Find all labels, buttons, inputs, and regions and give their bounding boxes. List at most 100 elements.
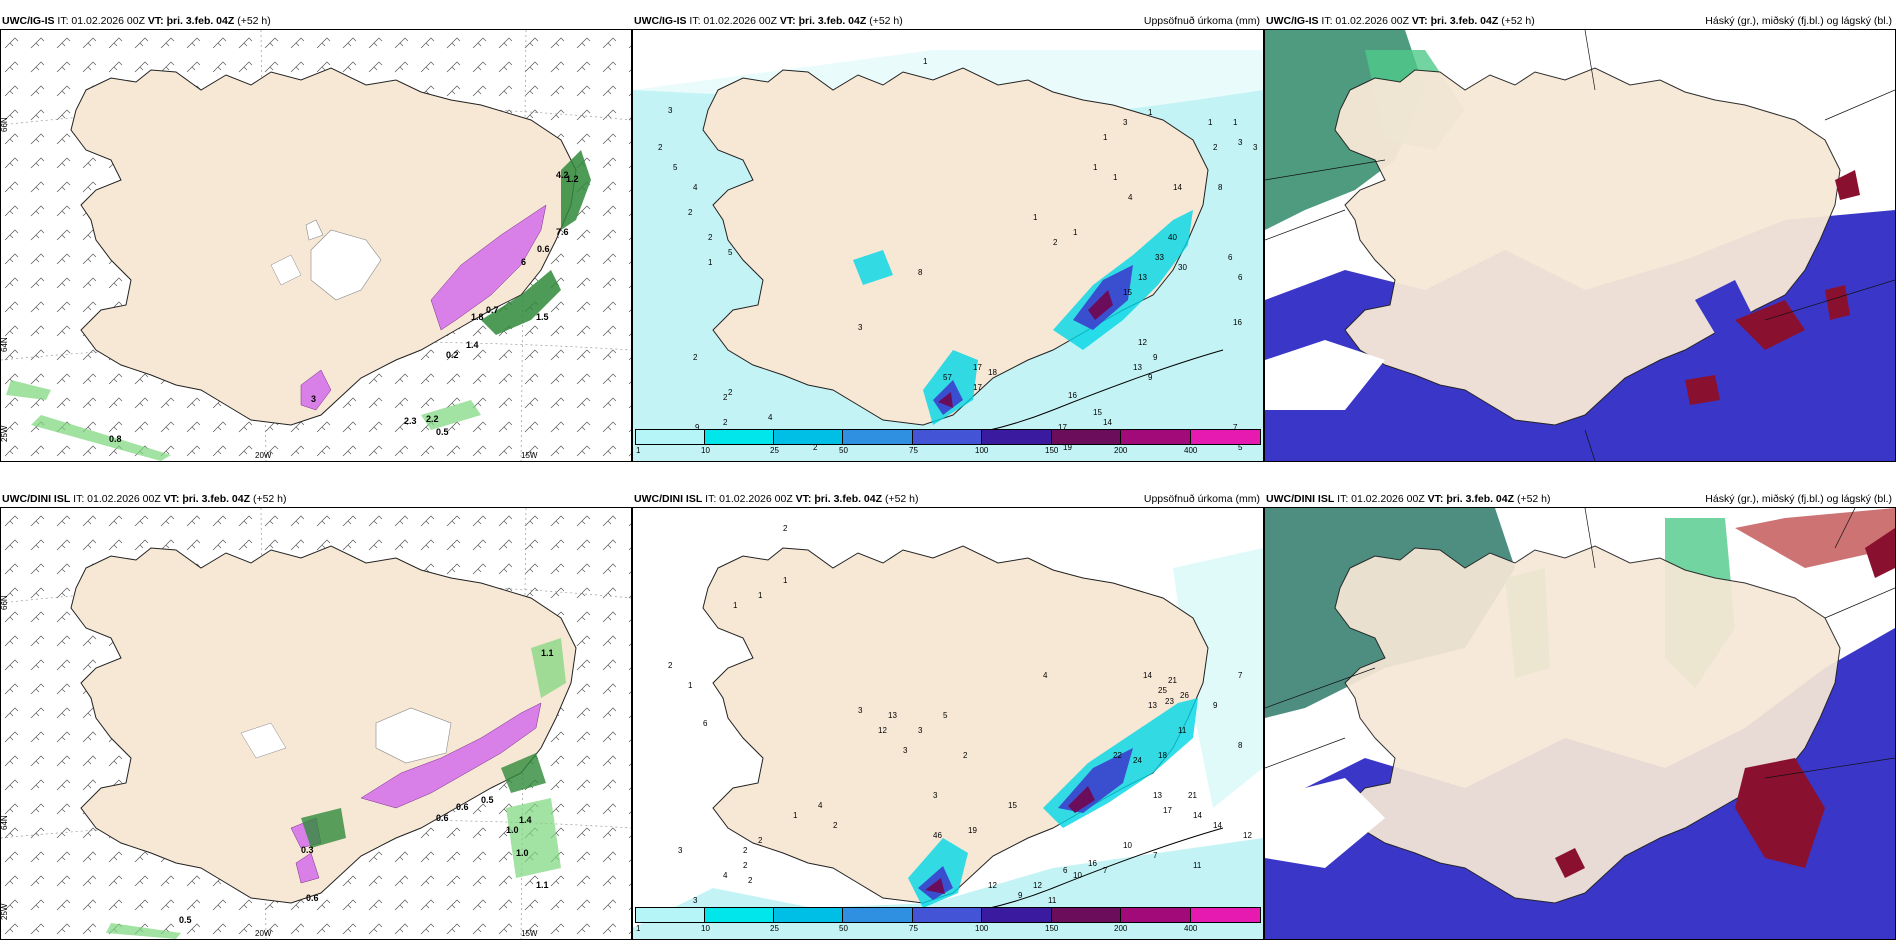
- value: 14: [1213, 821, 1222, 830]
- model-name: UWC/IG-IS: [634, 15, 687, 27]
- value: 1: [1113, 173, 1118, 182]
- label: 1.1: [536, 880, 549, 890]
- value: 4: [768, 413, 773, 422]
- lead-time: (+52 h): [252, 493, 287, 505]
- value: 3: [1123, 118, 1128, 127]
- swatch: [1052, 429, 1121, 445]
- value: 9: [1018, 891, 1023, 900]
- value: 11: [1048, 896, 1057, 905]
- value: 2: [723, 393, 728, 402]
- swatch: [635, 429, 705, 445]
- value: 6: [703, 719, 708, 728]
- swatch: [913, 429, 982, 445]
- panel-header: UWC/DINI ISL IT: 01.02.2026 00Z VT: þri.…: [2, 493, 287, 505]
- panel-ig-is-wind: UWC/IG-IS IT: 01.02.2026 00Z VT: þri. 3.…: [0, 15, 632, 462]
- value: 9: [695, 423, 700, 432]
- value: 10: [1123, 841, 1132, 850]
- valid-time-label: VT:: [779, 15, 796, 27]
- scale-label: 150: [1045, 446, 1059, 455]
- swatch: [774, 907, 843, 923]
- scale-label: 100: [975, 924, 989, 933]
- value: 7: [1103, 866, 1108, 875]
- panel-dini-clouds: UWC/DINI ISL IT: 01.02.2026 00Z VT: þri.…: [1264, 493, 1896, 940]
- value: 2: [668, 661, 673, 670]
- value: 26: [1180, 691, 1189, 700]
- value: 7: [1153, 851, 1158, 860]
- iceland-land: [70, 545, 577, 904]
- label: 0.3: [301, 845, 314, 855]
- label: 1.4: [519, 815, 532, 825]
- value: 8: [918, 268, 923, 277]
- value: 24: [1133, 756, 1142, 765]
- swatch: [705, 907, 774, 923]
- value: 2: [758, 836, 763, 845]
- value: 13: [1148, 701, 1157, 710]
- iceland-land: [702, 545, 1209, 904]
- swatch: [774, 429, 843, 445]
- label: 0.6: [306, 893, 319, 903]
- iceland-land: [1334, 545, 1841, 904]
- panel-header: UWC/IG-IS IT: 01.02.2026 00Z VT: þri. 3.…: [2, 15, 271, 27]
- map-frame: 3 2 5 4 2 2 5 1 2 2 1 1 1 3 1 1 4 1 2 1: [632, 29, 1264, 462]
- lead-time: (+52 h): [869, 15, 903, 27]
- value: 1: [758, 591, 763, 600]
- label: 7.6: [556, 227, 569, 237]
- init-time: IT: 01.02.2026 00Z: [1321, 15, 1409, 27]
- label: 0.5: [436, 427, 449, 437]
- swatch: [1052, 907, 1121, 923]
- swatch: [1121, 429, 1191, 445]
- valid-time-label: VT:: [1411, 15, 1428, 27]
- label: 1.2: [566, 174, 579, 184]
- valid-time: þri. 3.feb. 04Z: [1430, 15, 1499, 27]
- scale-label: 25: [770, 446, 779, 455]
- value: 17: [973, 363, 982, 372]
- wind-map: 3 4.2 1.2 7.6 0.6 6 0.7 1.8 1.4 0.2 2.2 …: [1, 30, 631, 461]
- value: 11: [1178, 726, 1187, 735]
- precip-colorbar: 1 10 25 50 75 100 150 200 400: [635, 429, 1261, 455]
- value: 3: [668, 106, 673, 115]
- value: 1: [923, 57, 928, 66]
- value: 2: [728, 388, 733, 397]
- valid-time: þri. 3.feb. 04Z: [1446, 493, 1515, 505]
- value: 4: [1043, 671, 1048, 680]
- value: 33: [1155, 253, 1164, 262]
- value: 2: [743, 846, 748, 855]
- scale-label: 400: [1184, 924, 1198, 933]
- value: 13: [1153, 791, 1162, 800]
- panel-title: Uppsöfnuð úrkoma (mm): [1143, 493, 1260, 505]
- value: 18: [1158, 751, 1167, 760]
- value: 16: [1088, 859, 1097, 868]
- value: 2: [963, 751, 968, 760]
- value: 19: [1063, 443, 1072, 452]
- swatch: [843, 429, 913, 445]
- value: 1: [733, 601, 738, 610]
- label: 1.8: [471, 312, 484, 322]
- value: 1: [783, 576, 788, 585]
- scale-label: 75: [909, 446, 918, 455]
- value: 1: [793, 811, 798, 820]
- value: 2: [743, 861, 748, 870]
- lon-label: 15W: [521, 929, 538, 938]
- value: 1: [1148, 108, 1153, 117]
- swatch: [705, 429, 774, 445]
- value: 12: [1243, 831, 1252, 840]
- value: 30: [1178, 263, 1187, 272]
- lon-label: 15W: [521, 451, 538, 460]
- value: 6: [1238, 273, 1243, 282]
- label: 4.2: [556, 170, 569, 180]
- scale-label: 150: [1045, 924, 1059, 933]
- valid-time: þri. 3.feb. 04Z: [166, 15, 235, 27]
- value: 5: [673, 163, 678, 172]
- panel-title: Háský (gr.), miðský (fj.bl.) og lágský (…: [1705, 493, 1892, 505]
- value: 3: [693, 896, 698, 905]
- value: 17: [1163, 806, 1172, 815]
- label: 0.2: [446, 350, 459, 360]
- value: 3: [858, 323, 863, 332]
- value: 4: [723, 871, 728, 880]
- value: 12: [878, 726, 887, 735]
- swatch: [1121, 907, 1191, 923]
- label: 0.5: [179, 915, 192, 925]
- lat-label: 66N: [1, 117, 9, 132]
- snow-depth-labels: 1.1 0.6 0.5 1.0 1.0 0.6 1.4 0.3 0.6 1.1 …: [179, 648, 554, 925]
- swatch: [635, 907, 705, 923]
